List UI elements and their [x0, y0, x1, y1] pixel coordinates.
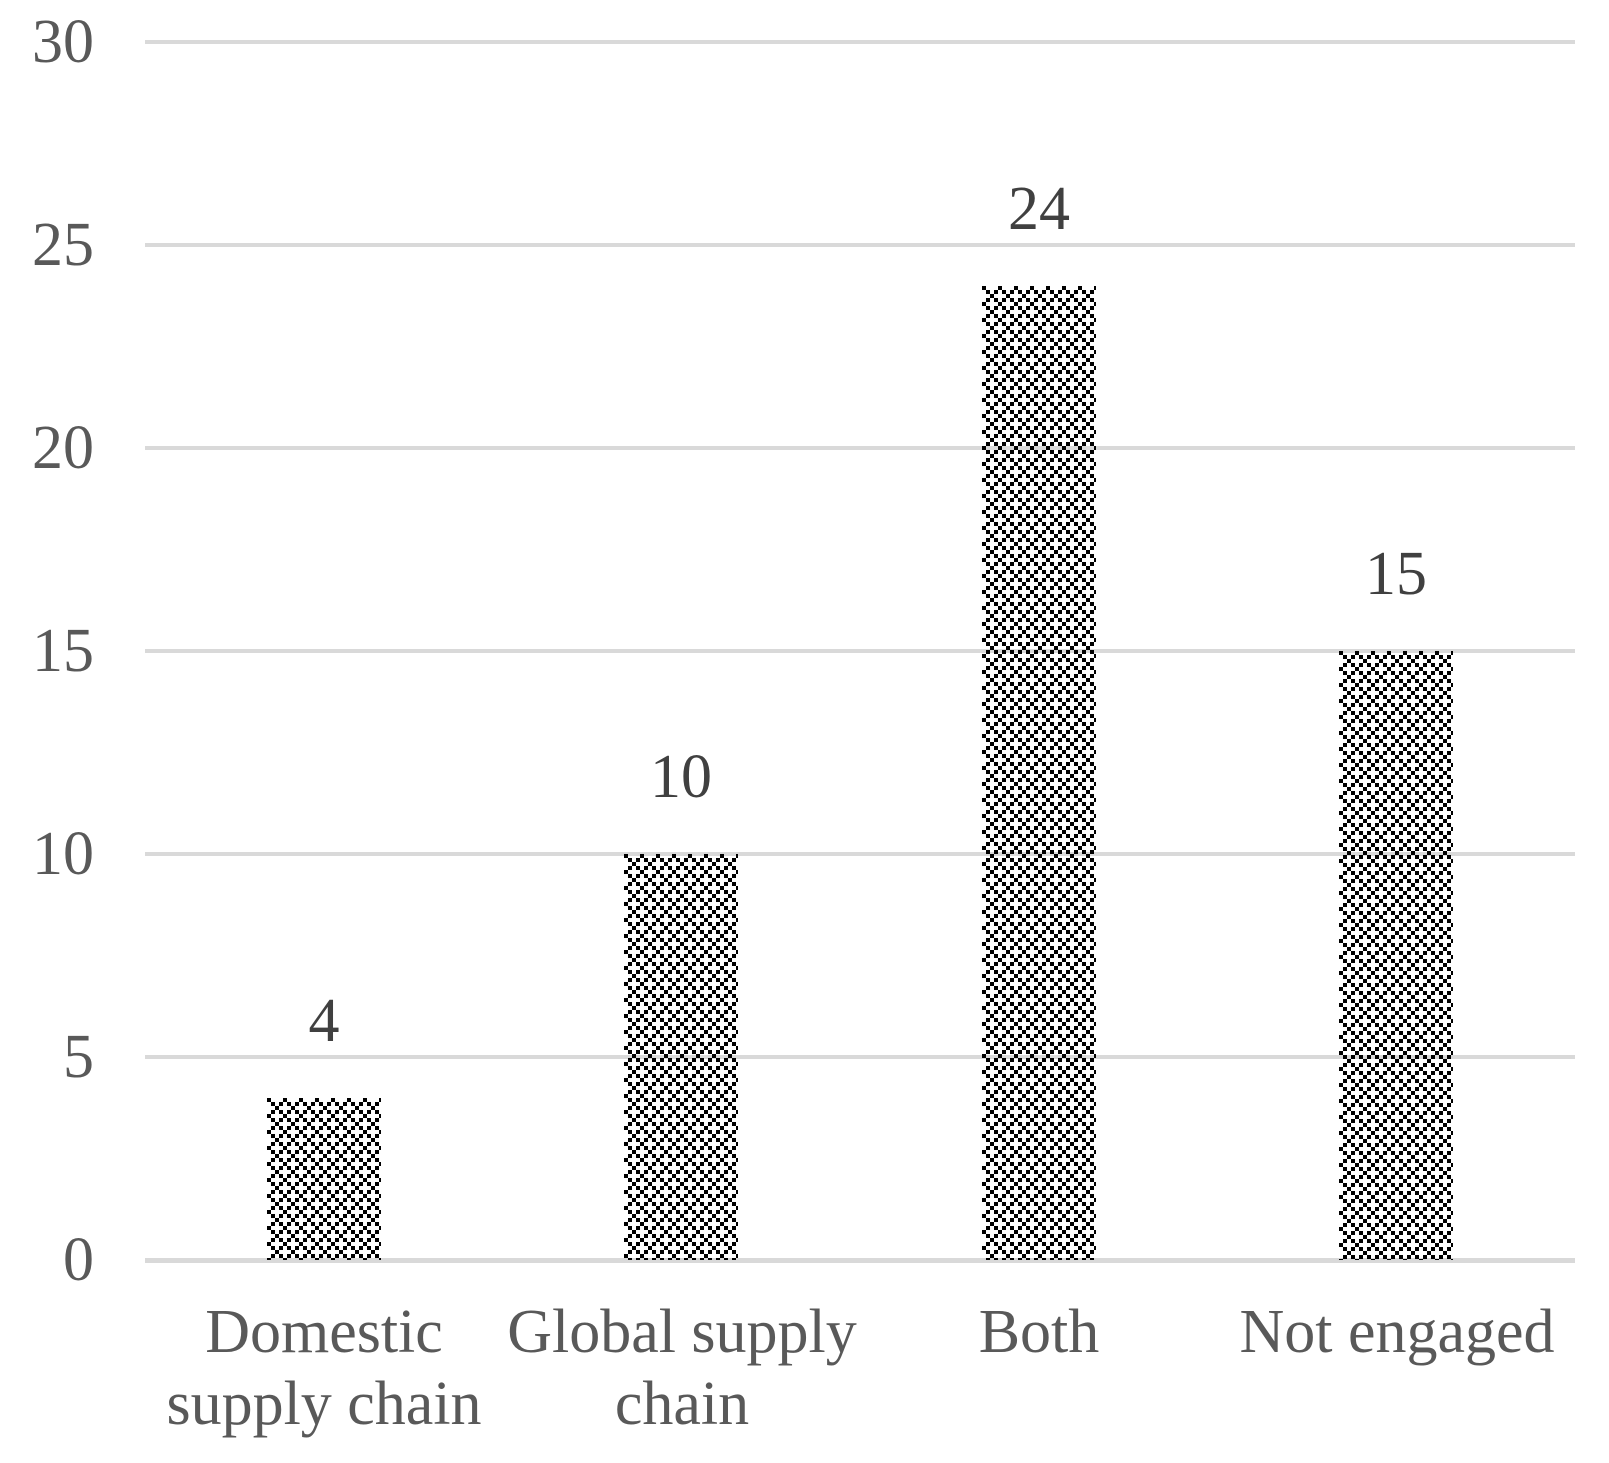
y-axis-tick-label: 15 [32, 617, 94, 685]
category-label-global-supply-chain: Global supply chain [507, 1298, 857, 1438]
bar-value-label: 4 [308, 987, 340, 1055]
y-axis-tick-label: 5 [63, 1023, 94, 1091]
gridline [145, 446, 1575, 450]
y-axis-tick-label: 20 [32, 414, 94, 482]
y-axis-tick-label: 25 [32, 211, 94, 279]
bar-pattern [267, 1098, 381, 1260]
bar-value-label: 10 [650, 743, 712, 811]
gridline [145, 1055, 1575, 1059]
x-axis-line [145, 1258, 1575, 1263]
gridline [145, 243, 1575, 247]
y-axis-tick-label: 30 [32, 8, 94, 76]
category-label-domestic-supply-chain: Domestic supply chain [166, 1298, 482, 1438]
y-axis-tick-label: 10 [32, 820, 94, 888]
bar-global-supply-chain [624, 854, 738, 1260]
bar-both [982, 286, 1096, 1260]
bar-value-label: 24 [1008, 175, 1070, 243]
bar-not-engaged [1339, 651, 1453, 1260]
gridline [145, 852, 1575, 856]
gridline [145, 40, 1575, 44]
category-label-not-engaged: Not engaged [1239, 1298, 1555, 1366]
bar-pattern [624, 854, 738, 1260]
bar-pattern [1339, 651, 1453, 1260]
bar-value-label: 15 [1365, 540, 1427, 608]
bar-domestic-supply-chain [267, 1098, 381, 1260]
category-label-both: Both [978, 1298, 1100, 1366]
bar-pattern [982, 286, 1096, 1260]
y-axis-tick-label: 0 [63, 1226, 94, 1294]
gridline [145, 649, 1575, 653]
